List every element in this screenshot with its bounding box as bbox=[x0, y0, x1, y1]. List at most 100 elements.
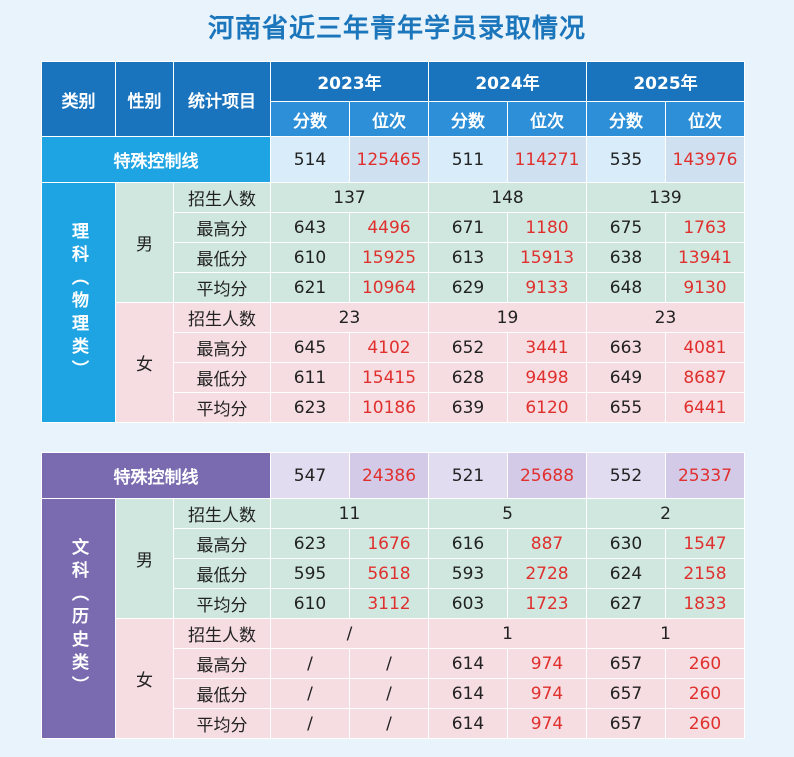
rank-cell: 15925 bbox=[349, 242, 429, 273]
arts-table: 特殊控制线 547 24386 521 25688 552 25337 文科（历… bbox=[41, 452, 745, 739]
header-year-2023: 2023年 bbox=[270, 61, 429, 102]
row-label: 最低分 bbox=[173, 242, 271, 273]
enroll-count: 19 bbox=[428, 302, 587, 333]
score-cell: 624 bbox=[586, 558, 666, 589]
rank-cell: 974 bbox=[507, 708, 587, 739]
enroll-count: 23 bbox=[586, 302, 745, 333]
score-cell: 611 bbox=[270, 362, 350, 393]
rank-cell: 6120 bbox=[507, 392, 587, 423]
score-cell: / bbox=[270, 708, 350, 739]
row-label: 招生人数 bbox=[173, 182, 271, 213]
rank-cell: 974 bbox=[507, 648, 587, 679]
row-label: 招生人数 bbox=[173, 618, 271, 649]
header-rank: 位次 bbox=[507, 101, 587, 137]
score-cell: 621 bbox=[270, 272, 350, 303]
row-label: 平均分 bbox=[173, 272, 271, 303]
rank-cell: 1723 bbox=[507, 588, 587, 619]
header-score: 分数 bbox=[270, 101, 350, 137]
score-cell: 655 bbox=[586, 392, 666, 423]
rank-cell: 974 bbox=[507, 678, 587, 709]
score-cell: 614 bbox=[428, 678, 508, 709]
rank-cell: 1180 bbox=[507, 212, 587, 243]
score-cell: 671 bbox=[428, 212, 508, 243]
row-label: 平均分 bbox=[173, 392, 271, 423]
score-cell: / bbox=[270, 678, 350, 709]
score-cell: 645 bbox=[270, 332, 350, 363]
rank-cell: 15415 bbox=[349, 362, 429, 393]
rank-cell: / bbox=[349, 708, 429, 739]
enroll-count: 137 bbox=[270, 182, 429, 213]
gender-male: 男 bbox=[115, 182, 174, 303]
header-rank: 位次 bbox=[349, 101, 429, 137]
score-cell: 675 bbox=[586, 212, 666, 243]
header-year-2024: 2024年 bbox=[428, 61, 587, 102]
rank-cell: 9498 bbox=[507, 362, 587, 393]
score-cell: 610 bbox=[270, 242, 350, 273]
score-cell: 603 bbox=[428, 588, 508, 619]
score-cell: 629 bbox=[428, 272, 508, 303]
rank-cell: / bbox=[349, 678, 429, 709]
rank-cell: 9133 bbox=[507, 272, 587, 303]
rank-cell: 1547 bbox=[665, 528, 745, 559]
control-rank: 24386 bbox=[349, 452, 429, 499]
score-cell: 649 bbox=[586, 362, 666, 393]
row-label: 平均分 bbox=[173, 588, 271, 619]
rank-cell: 10186 bbox=[349, 392, 429, 423]
control-line-label: 特殊控制线 bbox=[41, 452, 271, 499]
enroll-count: 148 bbox=[428, 182, 587, 213]
row-label: 最高分 bbox=[173, 648, 271, 679]
score-cell: 657 bbox=[586, 648, 666, 679]
score-cell: 593 bbox=[428, 558, 508, 589]
score-cell: 663 bbox=[586, 332, 666, 363]
score-cell: 643 bbox=[270, 212, 350, 243]
page-title: 河南省近三年青年学员录取情况 bbox=[207, 14, 586, 44]
score-cell: 623 bbox=[270, 528, 350, 559]
score-cell: 648 bbox=[586, 272, 666, 303]
score-cell: 639 bbox=[428, 392, 508, 423]
score-cell: 657 bbox=[586, 708, 666, 739]
control-score: 547 bbox=[270, 452, 350, 499]
rank-cell: 4102 bbox=[349, 332, 429, 363]
control-score: 521 bbox=[428, 452, 508, 499]
control-rank: 114271 bbox=[507, 136, 587, 183]
control-rank: 143976 bbox=[665, 136, 745, 183]
rank-cell: 1676 bbox=[349, 528, 429, 559]
gender-female: 女 bbox=[115, 618, 174, 739]
header-rank: 位次 bbox=[665, 101, 745, 137]
score-cell: 623 bbox=[270, 392, 350, 423]
rank-cell: / bbox=[349, 648, 429, 679]
gender-female: 女 bbox=[115, 302, 174, 423]
score-cell: 616 bbox=[428, 528, 508, 559]
score-cell: 657 bbox=[586, 678, 666, 709]
score-cell: 630 bbox=[586, 528, 666, 559]
header-item: 统计项目 bbox=[173, 61, 271, 137]
enroll-count: / bbox=[270, 618, 429, 649]
category-science: 理科（物理类） bbox=[41, 182, 116, 423]
rank-cell: 2728 bbox=[507, 558, 587, 589]
rank-cell: 3441 bbox=[507, 332, 587, 363]
header-category: 类别 bbox=[41, 61, 116, 137]
enroll-count: 1 bbox=[428, 618, 587, 649]
score-cell: / bbox=[270, 648, 350, 679]
header-score: 分数 bbox=[586, 101, 666, 137]
score-cell: 638 bbox=[586, 242, 666, 273]
rank-cell: 1833 bbox=[665, 588, 745, 619]
score-cell: 652 bbox=[428, 332, 508, 363]
score-cell: 595 bbox=[270, 558, 350, 589]
row-label: 最高分 bbox=[173, 212, 271, 243]
enroll-count: 11 bbox=[270, 498, 429, 529]
control-rank: 125465 bbox=[349, 136, 429, 183]
control-rank: 25337 bbox=[665, 452, 745, 499]
enroll-count: 139 bbox=[586, 182, 745, 213]
rank-cell: 887 bbox=[507, 528, 587, 559]
row-label: 最低分 bbox=[173, 678, 271, 709]
rank-cell: 9130 bbox=[665, 272, 745, 303]
header-year-2025: 2025年 bbox=[586, 61, 745, 102]
rank-cell: 1763 bbox=[665, 212, 745, 243]
rank-cell: 5618 bbox=[349, 558, 429, 589]
header-gender: 性别 bbox=[115, 61, 174, 137]
header-score: 分数 bbox=[428, 101, 508, 137]
rank-cell: 8687 bbox=[665, 362, 745, 393]
rank-cell: 2158 bbox=[665, 558, 745, 589]
rank-cell: 4496 bbox=[349, 212, 429, 243]
